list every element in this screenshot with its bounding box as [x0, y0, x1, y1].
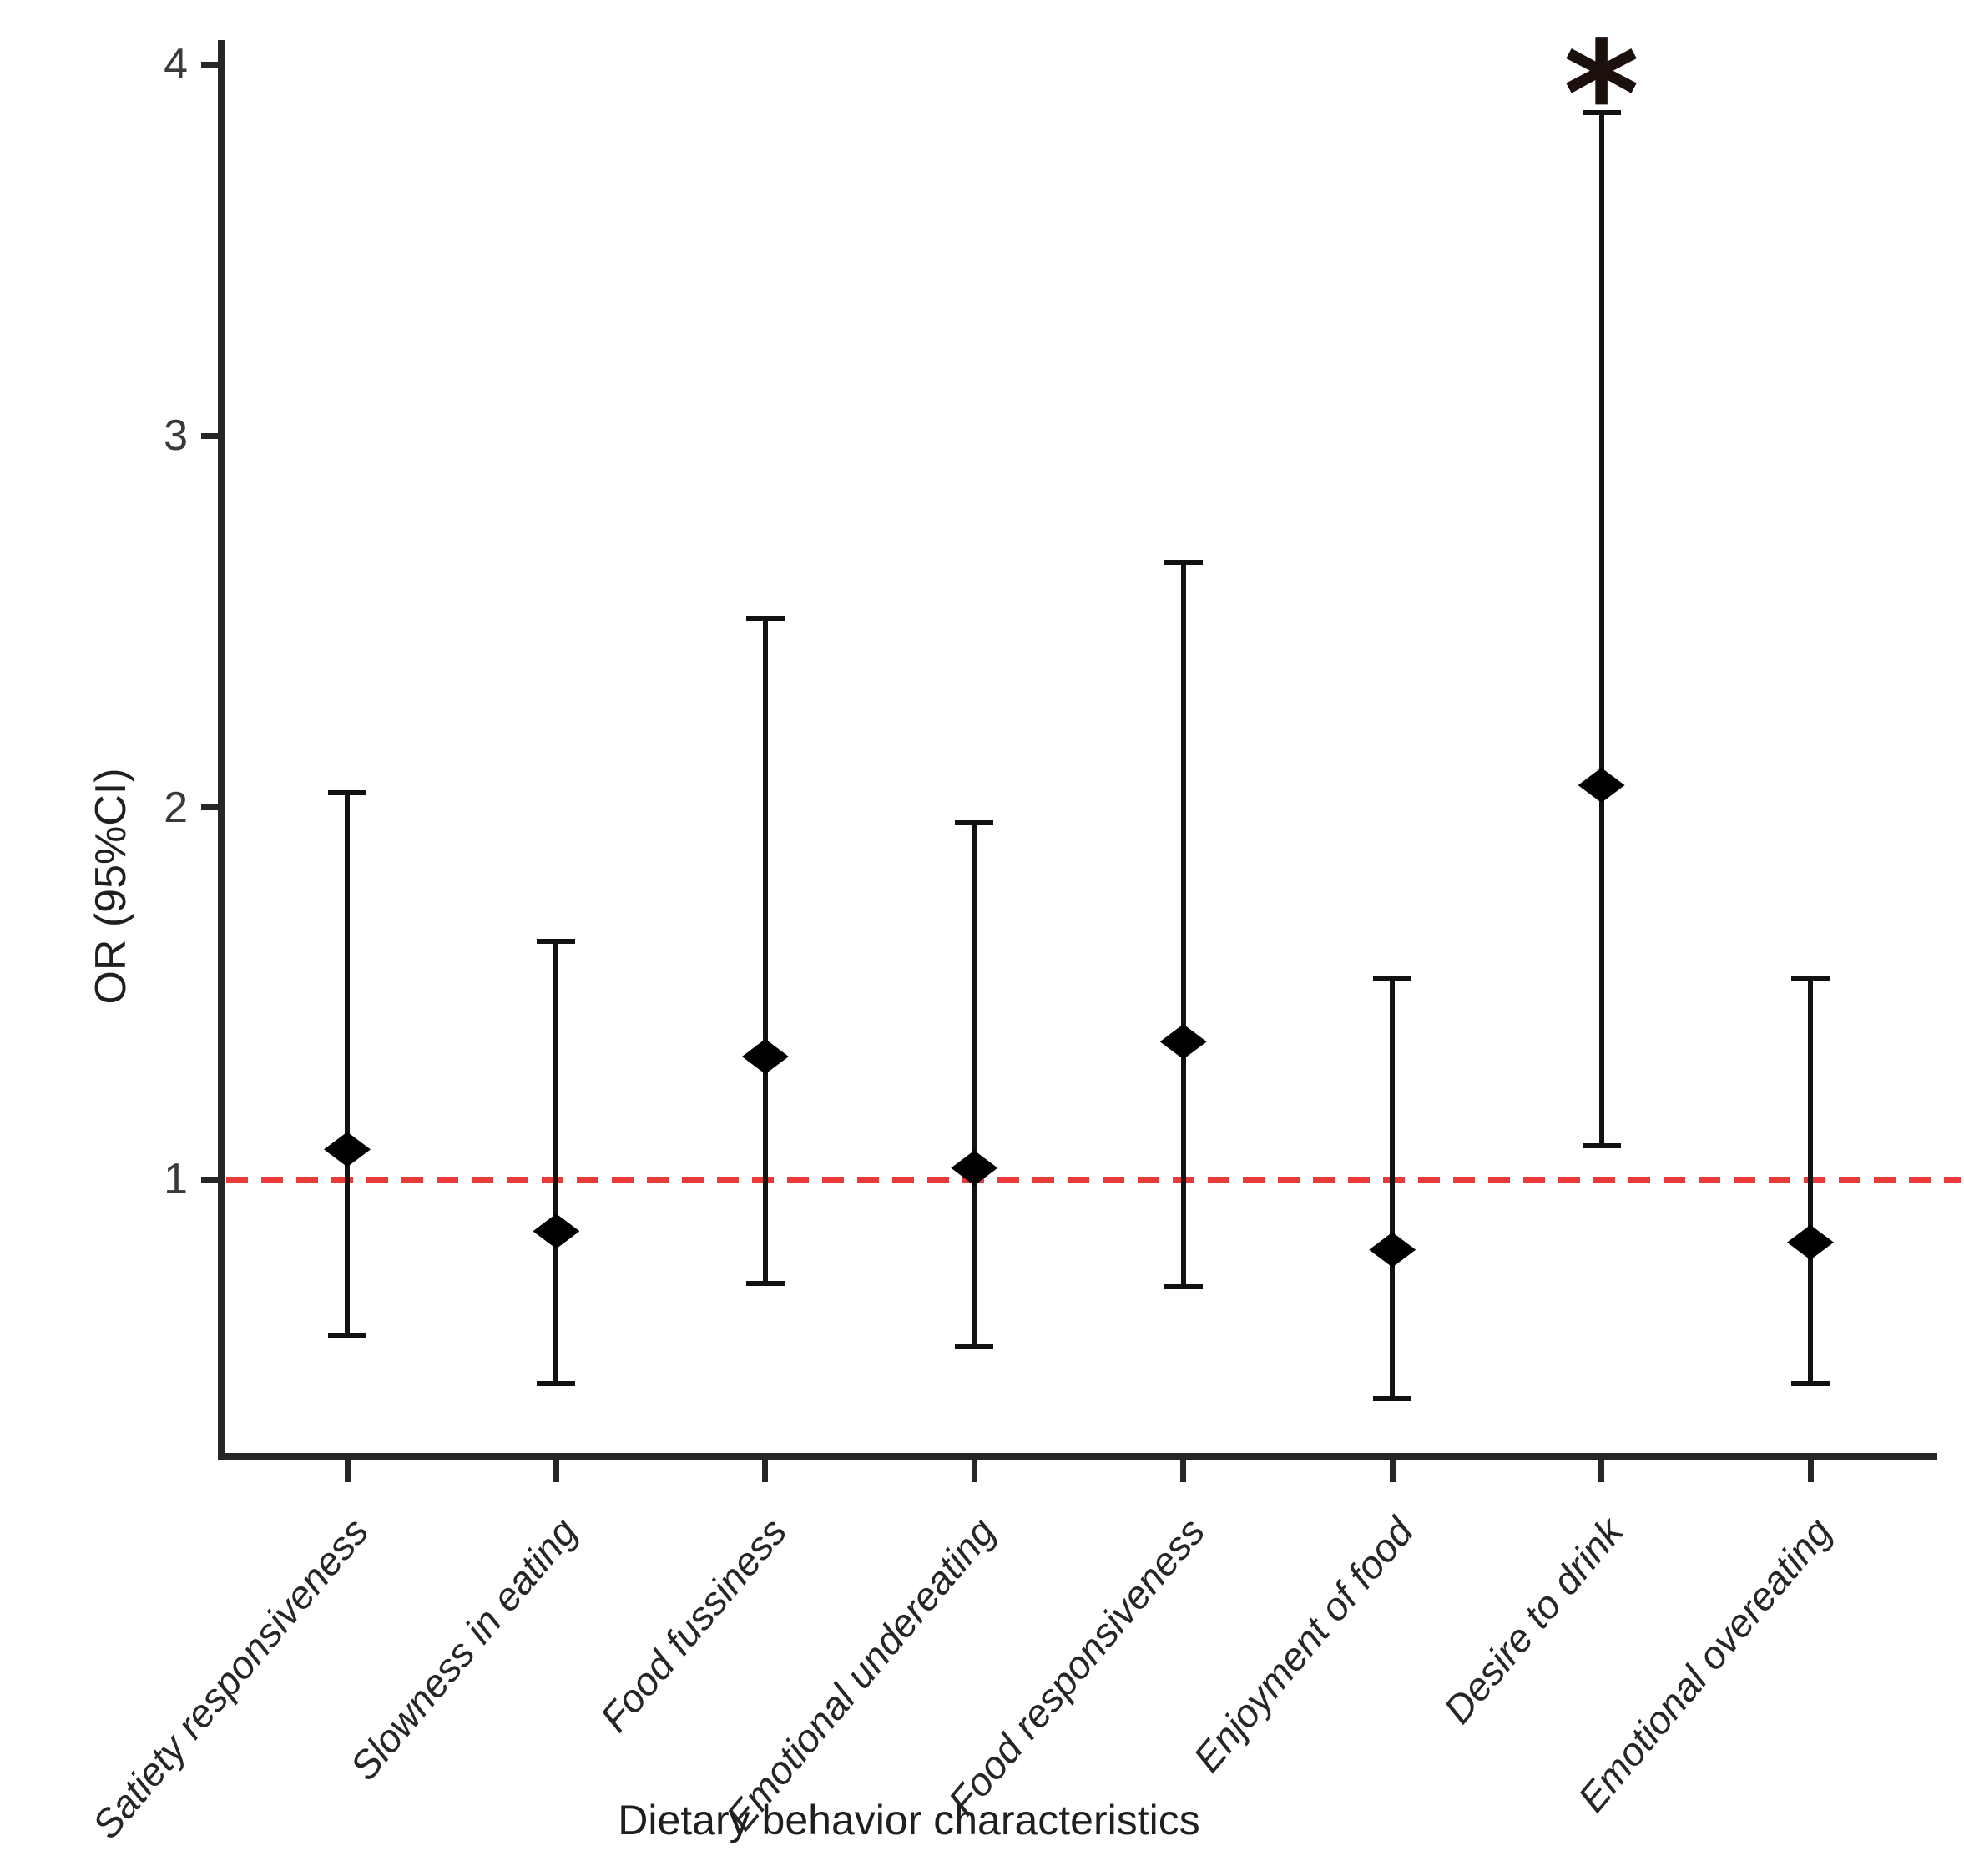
ci-whisker — [1598, 112, 1604, 1146]
ci-whisker — [345, 792, 350, 1335]
ci-whisker — [1808, 978, 1813, 1384]
ci-whisker — [1390, 978, 1396, 1399]
reference-line-or-1 — [226, 1177, 1961, 1183]
y-axis-tick — [201, 1176, 221, 1183]
category-label: Satiety responsiveness — [83, 1509, 377, 1847]
ci-cap-lower — [955, 1344, 994, 1349]
y-axis-line — [218, 40, 225, 1460]
y-tick-label: 3 — [164, 411, 188, 461]
or-point-marker — [1578, 767, 1625, 803]
ci-cap-upper — [1791, 976, 1830, 981]
category-label: Food fussiness — [591, 1509, 795, 1740]
ci-whisker — [762, 618, 768, 1283]
ci-cap-lower — [1582, 1142, 1621, 1148]
or-point-marker — [533, 1213, 580, 1249]
y-axis-tick — [201, 61, 221, 68]
ci-cap-upper — [955, 819, 994, 825]
ci-whisker — [1180, 562, 1186, 1288]
or-point-marker — [324, 1132, 371, 1167]
or-point-marker — [1787, 1224, 1834, 1260]
ci-cap-upper — [537, 939, 576, 944]
x-axis-line — [218, 1453, 1937, 1460]
y-tick-label: 2 — [164, 783, 188, 832]
significance-asterisk: * — [1563, 10, 1640, 180]
x-axis-tick — [1807, 1460, 1814, 1482]
y-axis-title: OR (95%CI) — [87, 768, 135, 1005]
ci-cap-upper — [1164, 559, 1203, 565]
ci-cap-lower — [328, 1333, 366, 1339]
x-axis-tick — [1389, 1460, 1396, 1482]
ci-cap-lower — [1791, 1380, 1830, 1386]
x-axis-tick — [971, 1460, 977, 1482]
ci-whisker — [553, 941, 559, 1384]
ci-cap-upper — [745, 615, 785, 621]
x-axis-tick — [762, 1460, 769, 1482]
ci-cap-upper — [328, 789, 366, 795]
ci-cap-upper — [1582, 109, 1621, 115]
or-point-marker — [1369, 1232, 1416, 1268]
x-axis-tick — [344, 1460, 351, 1482]
ci-cap-lower — [745, 1280, 785, 1286]
ci-cap-lower — [537, 1380, 576, 1386]
y-tick-label: 4 — [164, 40, 188, 89]
category-label: Enjoyment of food — [1184, 1509, 1422, 1780]
y-axis-tick — [201, 432, 221, 439]
ci-cap-upper — [1373, 976, 1412, 981]
or-point-marker — [1159, 1024, 1207, 1060]
ci-cap-lower — [1373, 1395, 1412, 1401]
x-axis-tick — [1180, 1460, 1187, 1482]
or-point-marker — [741, 1039, 789, 1075]
ci-whisker — [972, 822, 977, 1347]
x-axis-title: Dietary behavior characteristics — [618, 1797, 1200, 1843]
category-label: Slowness in eating — [341, 1509, 586, 1788]
y-axis-tick — [201, 804, 221, 811]
y-tick-label: 1 — [164, 1155, 188, 1203]
ci-cap-lower — [1164, 1284, 1203, 1290]
x-axis-tick — [553, 1460, 559, 1482]
category-label: Desire to drink — [1434, 1509, 1631, 1732]
x-axis-tick — [1598, 1460, 1605, 1482]
